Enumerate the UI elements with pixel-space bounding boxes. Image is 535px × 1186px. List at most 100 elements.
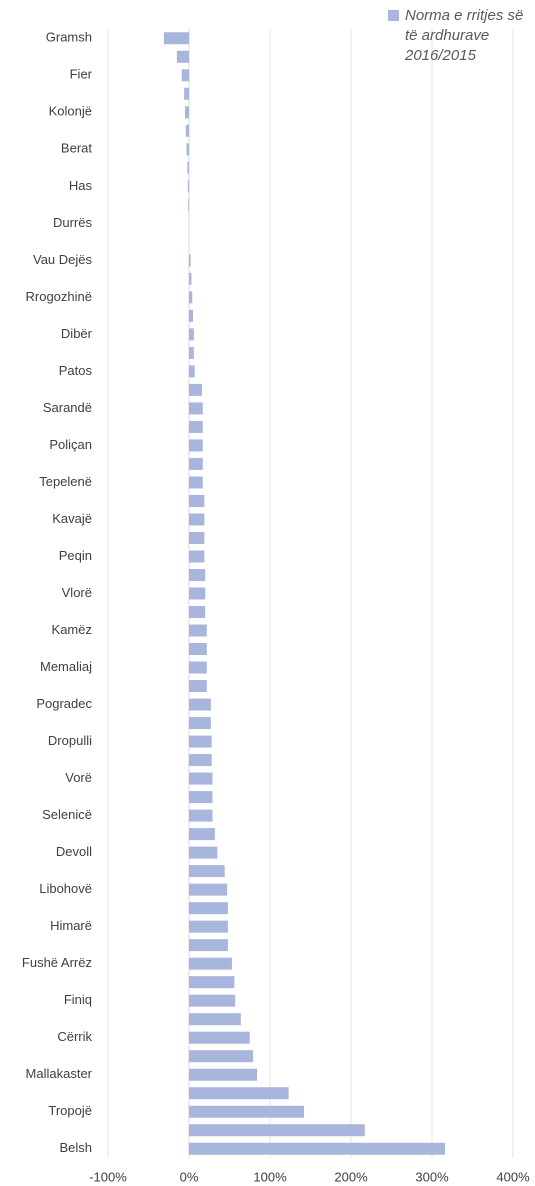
y-tick-label: Dropulli [48,733,92,748]
bar [189,754,212,767]
bar [189,809,213,822]
legend-swatch [388,10,399,21]
bar [181,69,189,82]
bar [186,143,189,156]
bar [189,587,206,600]
bar [189,735,212,748]
bar [189,791,213,804]
x-tick-label: 300% [415,1169,449,1184]
bar [189,698,211,711]
bar [189,291,193,304]
y-tick-label: Gramsh [46,30,92,45]
bar [189,513,205,526]
bar [189,457,203,470]
bar [189,420,203,433]
bar [184,106,189,119]
bar [189,846,218,859]
bar [184,87,189,100]
bar [189,531,205,544]
bar [189,717,211,730]
y-tick-label: Kavajë [52,511,92,526]
bar [189,272,192,285]
bar [189,402,203,415]
bar [189,328,194,341]
bar [189,680,207,693]
bar [189,309,194,322]
y-tick-label: Belsh [59,1140,92,1155]
bar [189,865,225,878]
y-tick-label: Rrogozhinë [26,289,93,304]
bar [189,606,206,619]
bar [189,1050,253,1063]
y-tick-label: Finiq [64,992,92,1007]
bar [189,568,206,581]
x-tick-label: 100% [253,1169,287,1184]
bar [189,346,194,359]
bar [185,124,189,137]
x-tick-label: -100% [89,1169,127,1184]
bar [187,161,189,174]
y-tick-label: Kolonjë [49,104,92,119]
legend-label: Norma e rritjes së të ardhurave 2016/201… [405,7,524,64]
bar [163,32,189,45]
y-tick-label: Selenicë [42,807,92,822]
bar [189,1087,289,1100]
y-tick-label: Devoll [56,844,92,859]
y-tick-label: Himarë [50,918,92,933]
bar [189,976,235,989]
y-tick-label: Mallakaster [26,1066,93,1081]
y-tick-label: Cërrik [57,1029,92,1044]
y-tick-label: Libohovë [39,881,92,896]
bar [189,920,228,933]
y-tick-label: Has [69,178,93,193]
bar [189,494,205,507]
y-tick-label: Sarandë [43,400,92,415]
x-tick-label: 400% [496,1169,530,1184]
y-tick-label: Patos [59,363,93,378]
y-tick-label: Tropojë [48,1103,92,1118]
y-tick-label: Peqin [59,548,92,563]
bar [189,643,207,656]
bar [189,550,205,563]
y-tick-label: Poliçan [49,437,92,452]
y-tick-label: Durrës [53,215,93,230]
bar [189,1068,258,1081]
bar [189,439,203,452]
bar [188,198,189,211]
bar [189,1031,250,1044]
bar [189,939,228,952]
bar [189,476,203,489]
bar [189,624,207,637]
y-tick-label: Vlorë [62,585,92,600]
bar [189,994,236,1007]
y-tick-label: Fushë Arrëz [22,955,92,970]
bar [176,50,189,63]
bar [189,661,207,674]
bar [187,180,189,193]
bar [189,1142,445,1155]
bar [189,828,215,841]
y-tick-label: Berat [61,141,92,156]
y-tick-label: Fier [70,67,93,82]
y-tick-label: Dibër [61,326,93,341]
y-tick-label: Tepelenë [39,474,92,489]
bar [189,957,232,970]
y-tick-label: Kamëz [52,622,92,637]
bar [189,1124,365,1137]
legend: Norma e rritjes së të ardhurave 2016/201… [388,6,528,66]
bar [189,365,195,378]
bar [189,1013,241,1026]
x-tick-label: 0% [180,1169,199,1184]
x-tick-label: 200% [334,1169,368,1184]
y-tick-label: Vorë [65,770,92,785]
bar [189,883,228,896]
y-tick-label: Memaliaj [40,659,92,674]
bar [189,772,213,785]
bar [189,902,228,915]
bar [189,254,191,267]
y-tick-label: Pogradec [36,696,92,711]
bar [189,1105,305,1118]
y-tick-label: Vau Dejës [33,252,93,267]
